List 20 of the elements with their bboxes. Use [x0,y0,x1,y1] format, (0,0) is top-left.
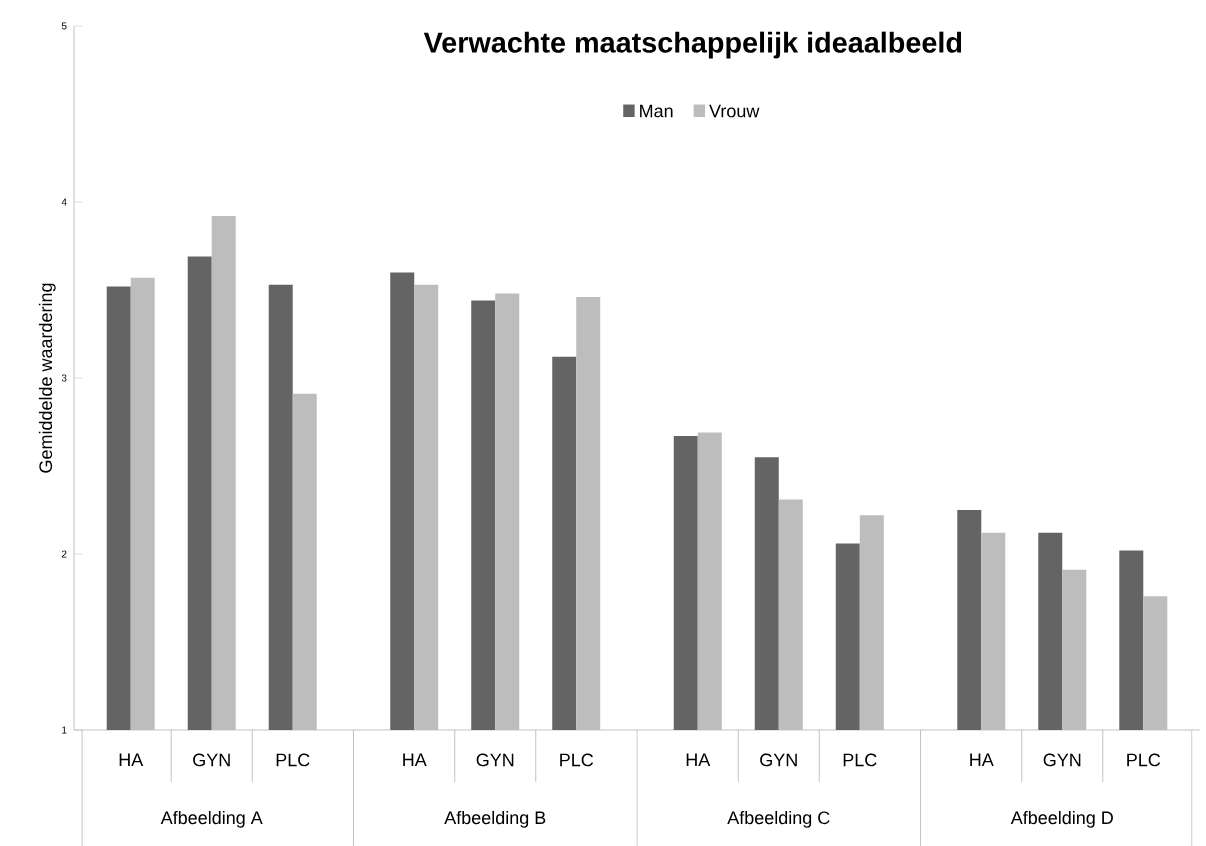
text: Afbeelding C [727,810,830,828]
x-tick-label: HA [403,753,427,766]
x-tick-label: PLC [843,753,877,767]
text: Afbeelding A [160,810,263,828]
x-tick-label: GYN [760,753,797,767]
text: Afbeelding B [444,810,546,828]
legend-label: Vrouw [709,104,760,118]
chart-title: Verwachte maatschappelijk ideaalbeeld [423,31,962,59]
x-tick-label: GYN [476,753,514,767]
x-tick-label: GYN [1043,753,1081,767]
x-tick-label: PLC [1127,753,1161,767]
y-axis-title: Gemiddelde waardering [38,283,56,473]
x-tick-label: HA [119,753,144,766]
text: Afbeelding D [1010,810,1113,828]
x-tick-label: PLC [560,753,594,767]
x-tick-label: HA [686,753,711,766]
x-tick-label: GYN [193,753,230,767]
legend-label: Man [640,104,673,118]
x-tick-label: PLC [276,753,310,767]
x-tick-label: HA [970,753,994,766]
